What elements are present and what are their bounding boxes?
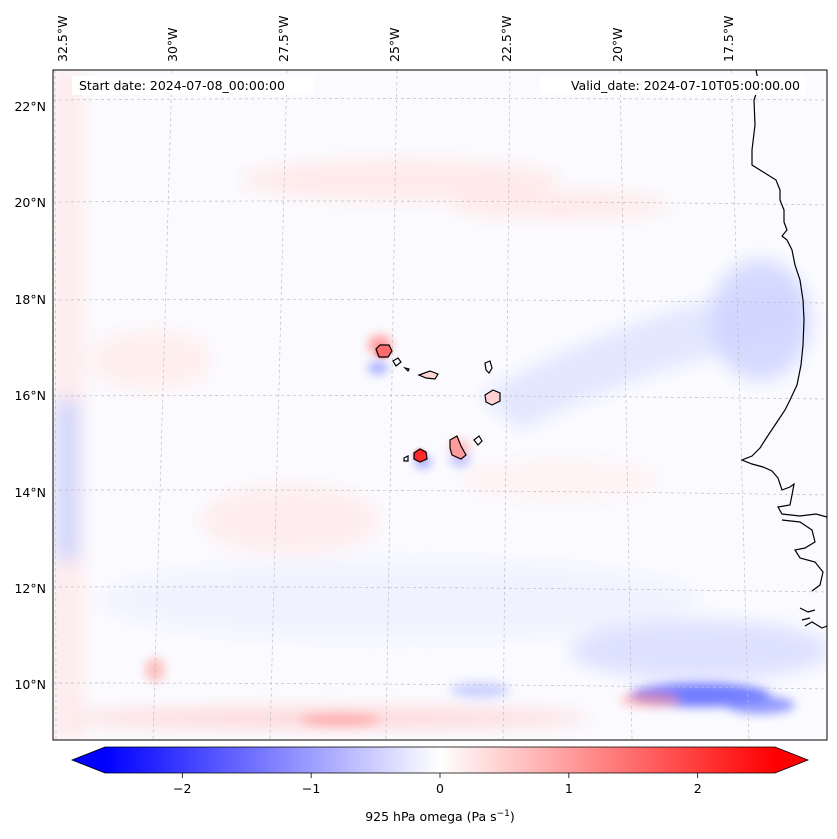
map-frame [52, 69, 828, 741]
colorbar-label: 925 hPa omega (Pa s−1) [365, 809, 515, 824]
lat-label-22n: 22°N [14, 99, 46, 114]
map-panel: Start date: 2024-07-08_00:00:00 Valid_da… [52, 69, 828, 741]
island-sao-nicolau [417, 370, 439, 380]
lon-label-27-5w: 27.5°W [276, 16, 291, 62]
colorbar-ticks: −2 −1 0 1 2 [173, 773, 702, 796]
island-brava [403, 455, 409, 462]
latitude-labels: 22°N 20°N 18°N 16°N 14°N 12°N 10°N [14, 99, 46, 692]
omega-field [53, 70, 827, 740]
longitude-labels: 32.5°W 30°W 27.5°W 25°W 22.5°W 20°W 17.5… [55, 16, 736, 62]
island-santiago [449, 435, 467, 460]
colorbar-gradient [105, 747, 775, 773]
colorbar-extend-max [775, 747, 808, 773]
island-sao-vicente [392, 357, 402, 367]
lon-label-20w: 20°W [610, 27, 625, 62]
lon-label-30w: 30°W [165, 27, 180, 62]
lat-label-16n: 16°N [14, 388, 46, 403]
island-boa-vista [484, 389, 501, 406]
coastlines [375, 70, 827, 629]
colorbar-tick-label: −1 [302, 781, 320, 796]
colorbar-outline [70, 746, 810, 774]
lon-label-17-5w: 17.5°W [721, 16, 736, 62]
colorbar-tick-label: 2 [694, 781, 702, 796]
colorbar-extend-min [72, 747, 105, 773]
lat-label-14n: 14°N [14, 485, 46, 500]
colorbar-tick-label: −2 [173, 781, 191, 796]
lat-label-12n: 12°N [14, 581, 46, 596]
island-santa-luzia [403, 366, 410, 373]
island-fogo [413, 448, 428, 463]
lat-label-10n: 10°N [14, 677, 46, 692]
colorbar-tick-label: 0 [436, 781, 444, 796]
island-santo-antao [375, 344, 393, 358]
lon-label-25w: 25°W [387, 27, 402, 62]
graticule [53, 70, 827, 740]
colorbar-tick-label: 1 [565, 781, 573, 796]
valid-date-label: Valid_date: 2024-07-10T05:00:00.00 [571, 78, 800, 93]
island-maio [473, 435, 483, 446]
island-sal [484, 360, 493, 374]
start-date-label: Start date: 2024-07-08_00:00:00 [79, 78, 285, 93]
lat-label-18n: 18°N [14, 292, 46, 307]
lon-label-22-5w: 22.5°W [499, 16, 514, 62]
colorbar: −2 −1 0 1 2 925 hPa omega (Pa s−1) [70, 746, 810, 824]
lon-label-32-5w: 32.5°W [55, 16, 70, 62]
lat-label-20n: 20°N [14, 195, 46, 210]
